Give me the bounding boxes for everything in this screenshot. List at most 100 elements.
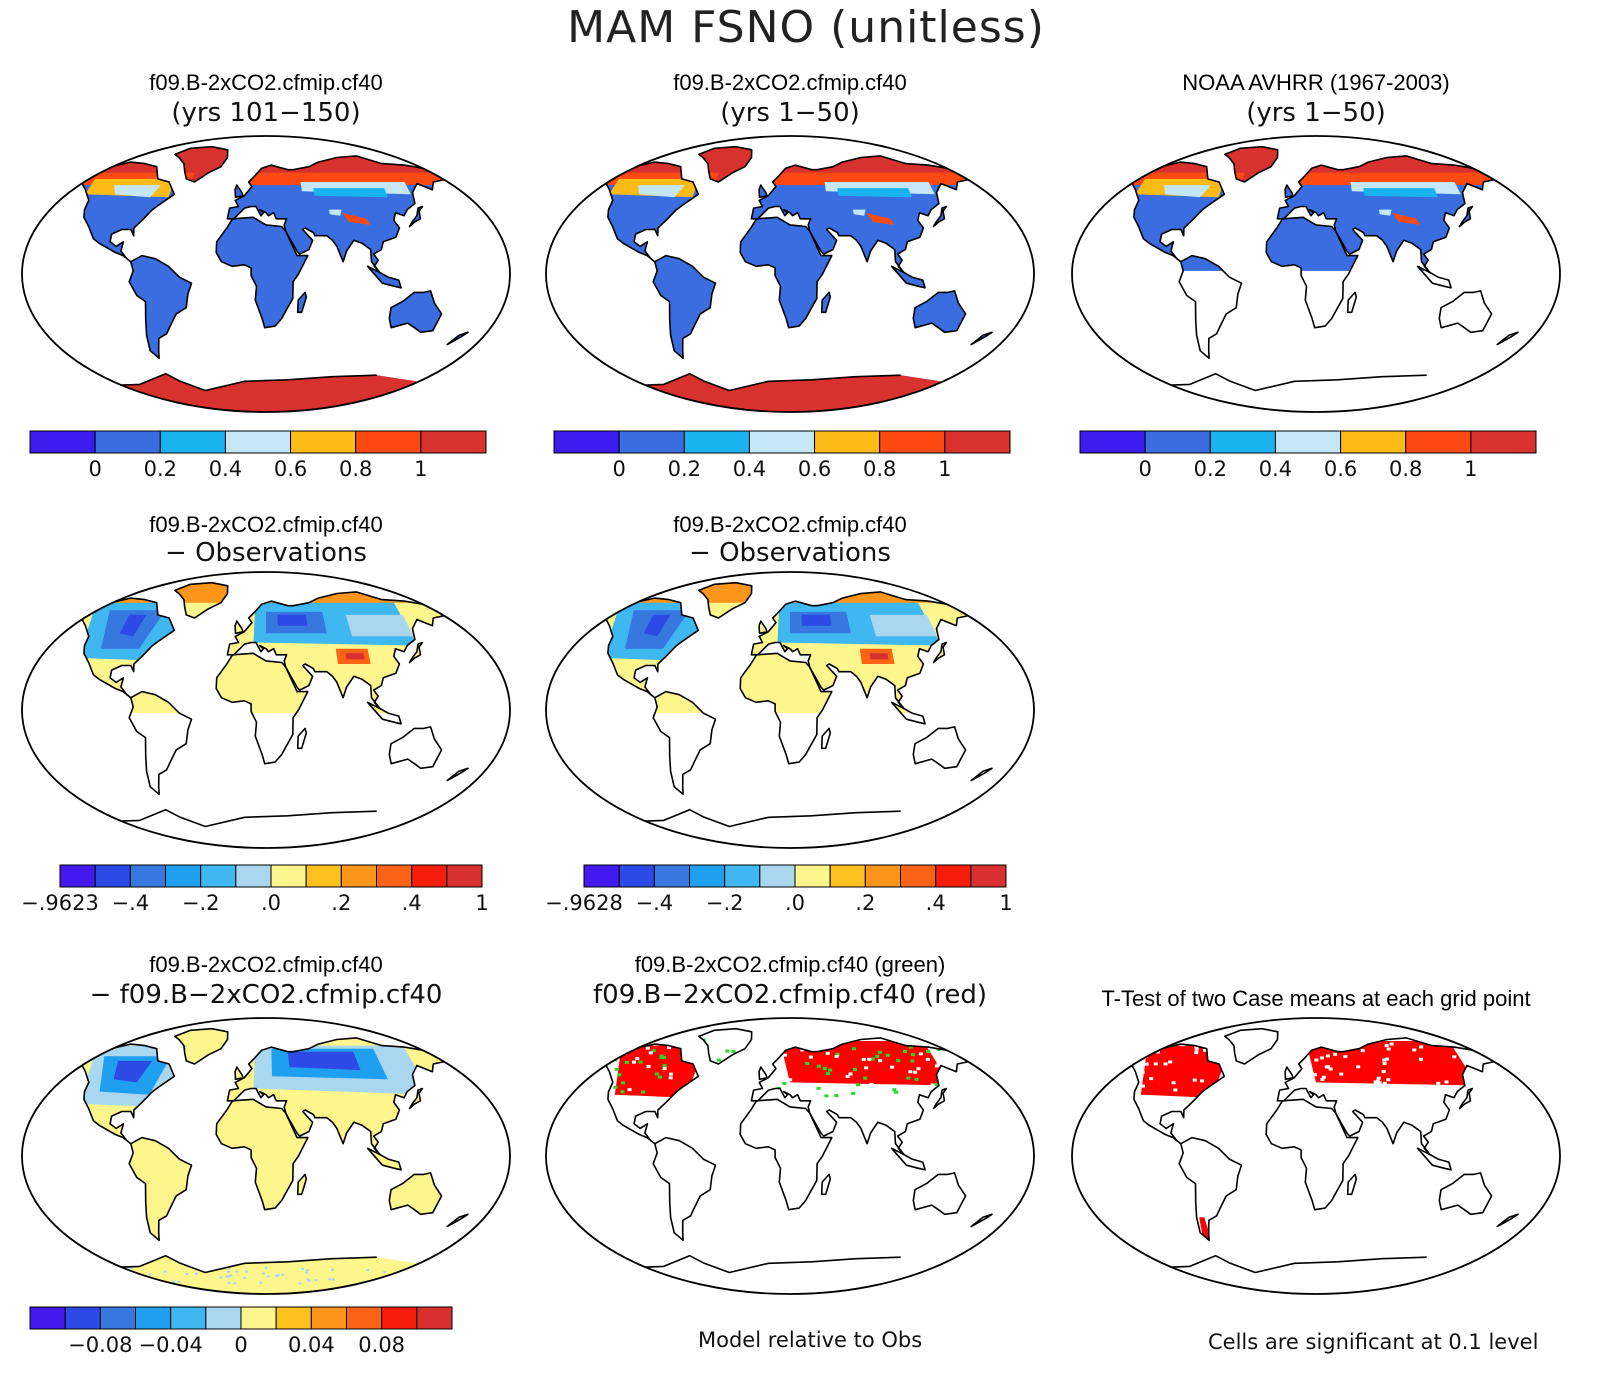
- grid-cell: [834, 1094, 839, 1098]
- colorbar-tick-label: 0.6: [1324, 457, 1357, 481]
- grid-cell: [916, 1067, 921, 1071]
- antarctic-speck: [275, 1275, 279, 1278]
- bias-zone-light: [345, 614, 414, 637]
- grid-cell: [930, 1083, 935, 1087]
- coastline-indonesia: [1416, 1147, 1452, 1171]
- grid-cell: [958, 1090, 963, 1094]
- grid-cell: [751, 1063, 756, 1067]
- grid-cell: [913, 1070, 918, 1074]
- coastline-japan: [408, 1087, 424, 1110]
- grid-cell: [608, 1049, 613, 1053]
- colorbar-box: [224, 430, 292, 454]
- coastline-north-america: [51, 161, 176, 263]
- coastline-new-zealand: [446, 1213, 469, 1228]
- grid-cell: [1375, 1079, 1380, 1083]
- grid-cell: [734, 1071, 739, 1075]
- colorbar-box: [275, 1306, 312, 1330]
- grid-cell: [801, 1092, 806, 1096]
- grid-cell: [926, 1036, 931, 1040]
- grid-cell: [1251, 1053, 1256, 1057]
- coastline-africa: [1265, 1098, 1359, 1211]
- grid-cell: [1419, 1045, 1424, 1049]
- grid-cell: [1194, 1047, 1199, 1051]
- grid-cell: [866, 1092, 871, 1096]
- coastline-eurasia: [750, 155, 973, 274]
- grid-cell: [1373, 1080, 1378, 1084]
- grid-cell: [892, 1088, 897, 1092]
- coastline-north-america: [1101, 161, 1226, 263]
- antarctic-speck: [129, 1267, 133, 1270]
- grid-cell: [613, 1085, 618, 1089]
- coastline-africa: [739, 216, 833, 329]
- grid-cell: [634, 1038, 639, 1042]
- grid-cell: [1339, 1072, 1344, 1076]
- grid-cell: [925, 1057, 930, 1061]
- grid-cell: [641, 1090, 646, 1094]
- snow-zone-light: [1164, 185, 1211, 198]
- grid-cell: [763, 1062, 768, 1066]
- grid-cell: [1140, 1084, 1145, 1088]
- colorbar-box: [355, 430, 422, 454]
- grid-cell: [835, 1052, 840, 1056]
- map-frame: [545, 135, 1035, 413]
- colorbar-box: [829, 864, 866, 888]
- colorbar-box: [59, 864, 96, 888]
- grid-cell: [1304, 1060, 1309, 1064]
- antarctic-speck: [330, 1268, 334, 1271]
- colorbar-box: [99, 1306, 137, 1330]
- coastline-new-zealand: [970, 1213, 993, 1228]
- antarctic-speck: [118, 1270, 122, 1273]
- grid-cell: [1312, 1073, 1317, 1077]
- map-body: [1101, 145, 1519, 392]
- grid-cell: [908, 1070, 913, 1074]
- grid-cell: [1454, 1088, 1459, 1092]
- grid-cell: [720, 1069, 725, 1073]
- grid-cell: [1301, 1094, 1306, 1098]
- grid-cell: [1144, 1062, 1149, 1066]
- colorbar-box: [724, 864, 761, 888]
- diff-zone-strong: [287, 1051, 361, 1071]
- grid-cell: [1290, 1050, 1295, 1054]
- grid-cell: [1382, 1061, 1387, 1065]
- tibet-bias-max: [345, 653, 365, 660]
- colorbar-box: [1274, 430, 1342, 454]
- antarctic-speck: [134, 1280, 138, 1283]
- colorbar-tick-label: 0.2: [668, 457, 701, 481]
- map-body: [51, 581, 469, 828]
- grid-cell: [822, 1041, 827, 1045]
- grid-cell: [1260, 1060, 1265, 1064]
- grid-cell: [1237, 1077, 1242, 1081]
- antarctic-speck: [259, 1281, 263, 1284]
- map-body: [51, 1027, 469, 1294]
- colorbar-box: [135, 1306, 172, 1330]
- coastline-madagascar: [1346, 1173, 1358, 1196]
- grid-cell: [621, 1081, 626, 1085]
- coastline-australia: [388, 726, 443, 770]
- grid-cell: [1452, 1055, 1457, 1059]
- land-fill: [575, 582, 992, 714]
- grid-cell: [624, 1060, 629, 1064]
- coastline-madagascar: [1346, 291, 1358, 314]
- grid-cell: [864, 1066, 869, 1070]
- grid-cell: [581, 1093, 586, 1097]
- coastline-south-america: [1178, 254, 1243, 360]
- pamir-snow: [329, 209, 342, 216]
- grid-cell: [1248, 1068, 1253, 1072]
- grid-cell: [1234, 1044, 1239, 1048]
- bias-zone-neg-max: [119, 614, 147, 637]
- panel-title-line2: (yrs 1−50): [720, 98, 860, 128]
- grid-cell: [715, 1038, 720, 1042]
- panel-title-line2: − f09.B−2xCO2.cfmip.cf40: [89, 980, 443, 1010]
- grid-cell: [1286, 1084, 1291, 1088]
- grid-cell: [657, 1075, 662, 1079]
- antarctic-speck: [185, 1272, 189, 1275]
- footnote-rel: Model relative to Obs: [698, 1328, 923, 1352]
- grid-cell: [1249, 1096, 1254, 1100]
- grid-cell: [1218, 1096, 1223, 1100]
- grid-cell: [1252, 1091, 1257, 1095]
- grid-cell: [1264, 1078, 1269, 1082]
- grid-cell: [867, 1057, 872, 1061]
- colorbar-box: [29, 430, 96, 454]
- grid-cell: [1297, 1080, 1302, 1084]
- grid-cell: [1373, 1091, 1378, 1095]
